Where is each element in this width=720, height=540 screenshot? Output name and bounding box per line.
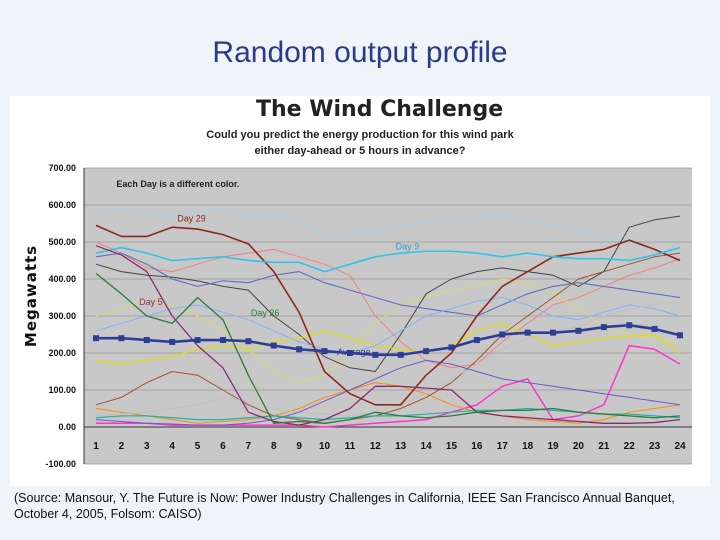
x-tick-label: 6: [220, 441, 226, 452]
chart-subtitle: Could you predict the energy production …: [180, 127, 540, 159]
y-tick-label: 0.00: [58, 422, 76, 432]
average-marker: [626, 322, 633, 329]
annotation-label: Day 26: [251, 308, 280, 318]
y-tick-label: 200.00: [48, 348, 76, 358]
average-marker: [296, 346, 303, 353]
x-tick-label: 5: [195, 441, 201, 452]
series-line: [95, 300, 681, 417]
series-line: [95, 252, 681, 317]
annotation-label: Day 9: [396, 241, 420, 251]
series-line: [95, 322, 681, 365]
annotation-label: Day 5: [139, 297, 163, 307]
series-line-average: [96, 323, 681, 357]
y-tick-label: 300.00: [48, 311, 76, 321]
average-marker: [397, 351, 404, 358]
source-citation: (Source: Mansour, Y. The Future is Now: …: [14, 491, 675, 521]
x-tick-label: 23: [649, 441, 661, 452]
x-tick-label: 22: [624, 441, 636, 452]
y-tick-label: 400.00: [48, 274, 76, 284]
chart-title: The Wind Challenge: [256, 97, 504, 122]
series-line: [95, 208, 681, 254]
series-line: [95, 241, 681, 369]
x-tick-label: 1: [93, 441, 99, 452]
annotation-label: Each Day is a different color.: [116, 179, 239, 189]
y-tick-label: 700.00: [48, 163, 76, 173]
y-tick-label: -100.00: [45, 459, 76, 469]
chart-subtitle-line-1: Could you predict the energy production …: [206, 129, 514, 141]
x-tick-label: 21: [598, 441, 610, 452]
average-marker: [219, 337, 226, 344]
average-marker: [550, 329, 557, 336]
average-marker: [321, 348, 328, 355]
average-marker: [346, 350, 353, 356]
x-tick-label: 12: [370, 441, 382, 452]
series-line: [95, 297, 681, 354]
x-tick-label: 8: [271, 441, 277, 452]
average-marker: [143, 337, 150, 344]
series-line: [95, 359, 681, 426]
x-tick-label: 20: [573, 441, 585, 452]
annotation-label: Day 29: [177, 214, 206, 224]
average-marker: [169, 338, 176, 345]
average-marker: [651, 325, 658, 332]
x-tick-label: 4: [169, 441, 175, 452]
x-tick-label: 11: [345, 441, 356, 452]
average-marker: [245, 338, 252, 345]
slide-title: Random output profile: [212, 36, 508, 69]
x-tick-label: 7: [246, 441, 252, 452]
y-tick-label: 600.00: [48, 200, 76, 210]
series-line: [95, 382, 681, 424]
average-marker: [524, 329, 531, 336]
average-marker: [448, 344, 455, 351]
annotation-label: Average: [337, 347, 370, 357]
series-line-day-29: [95, 224, 681, 406]
x-tick-label: 18: [522, 441, 534, 452]
x-tick-label: 13: [395, 441, 407, 452]
average-marker: [270, 342, 277, 349]
average-marker: [677, 332, 683, 339]
average-marker: [600, 324, 607, 331]
average-marker: [575, 327, 582, 334]
average-marker: [93, 335, 99, 342]
x-tick-label: 15: [446, 441, 458, 452]
average-marker: [194, 337, 201, 344]
average-marker: [118, 335, 125, 342]
average-marker: [372, 351, 379, 358]
series-line: [95, 215, 681, 372]
x-tick-label: 9: [296, 441, 302, 452]
y-tick-label: 500.00: [48, 237, 76, 247]
chart-subtitle-line-2: either day-ahead or 5 hours in advance?: [254, 145, 466, 157]
x-tick-label: 10: [319, 441, 331, 452]
average-marker: [473, 337, 480, 344]
x-tick-label: 17: [497, 441, 509, 452]
y-tick-label: 100.00: [48, 385, 76, 395]
y-axis-label: Megawatts: [22, 245, 40, 347]
series-line: [95, 278, 681, 384]
series-line-day-26: [95, 272, 681, 424]
series-line: [95, 252, 681, 424]
x-tick-label: 3: [144, 441, 150, 452]
average-marker: [423, 348, 430, 355]
x-tick-label: 14: [421, 441, 433, 452]
x-tick-label: 2: [119, 441, 125, 452]
x-tick-label: 19: [547, 441, 559, 452]
x-tick-label: 16: [471, 441, 483, 452]
series-line-day-9: [95, 246, 681, 273]
average-marker: [499, 331, 506, 338]
x-tick-label: 24: [674, 441, 686, 452]
